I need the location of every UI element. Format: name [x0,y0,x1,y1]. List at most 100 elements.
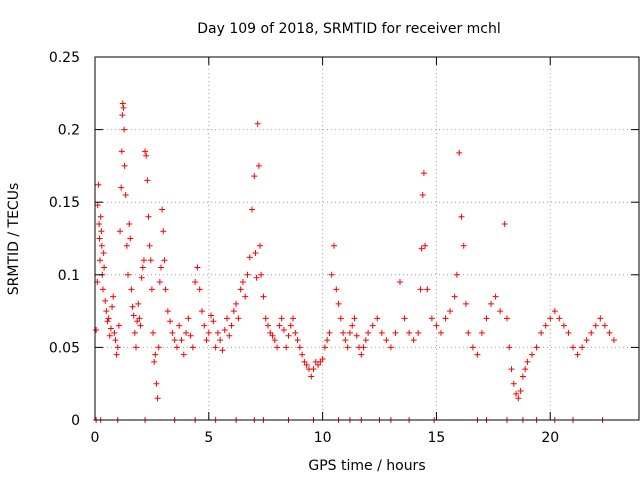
data-point [328,271,335,278]
data-point [237,286,244,293]
data-point [296,344,303,351]
data-point [93,326,100,333]
data-point [437,329,444,336]
data-point [292,329,299,336]
data-point [96,235,103,242]
data-point [187,332,194,339]
data-point [542,322,549,329]
data-point [420,170,427,177]
y-axis-label: SRMTID / TECUs [6,183,22,296]
data-point [424,286,431,293]
data-point [488,300,495,307]
data-point [159,206,166,213]
data-point [335,300,342,307]
data-point [253,274,260,281]
data-point [205,329,212,336]
data-point [118,184,125,191]
data-point [515,395,522,402]
x-axis-label: GPS time / hours [308,458,425,474]
data-point [153,380,160,387]
data-point [362,337,369,344]
data-point [94,202,101,209]
data-point [110,293,117,300]
data-point [224,315,231,322]
data-point [326,329,333,336]
data-point [321,344,328,351]
data-point [151,358,158,365]
x-tick-label: 15 [428,430,446,446]
data-point [246,254,253,261]
data-point [99,286,106,293]
data-point [123,242,130,249]
data-point [460,242,467,249]
data-point [101,264,108,271]
data-point [374,315,381,322]
data-point [173,344,180,351]
chart-title: Day 109 of 2018, SRMTID for receiver mch… [197,21,501,37]
data-point [433,322,440,329]
data-point [219,347,226,354]
data-point [210,318,217,325]
axes: 0 0.05 0.1 0.15 0.2 0.25 0 5 10 15 20 [49,50,639,446]
data-point [102,297,109,304]
data-point [131,329,138,336]
data-point [111,329,118,336]
x-tick-label: 10 [314,430,332,446]
data-point [560,322,567,329]
data-point [260,293,267,300]
data-point [410,337,417,344]
data-point [418,245,425,252]
y-tick-label: 0.25 [49,50,80,66]
data-point [150,329,157,336]
data-point [164,308,171,315]
data-point [610,337,617,344]
data-point [214,329,221,336]
data-point [522,366,529,373]
data-point [606,329,613,336]
data-point [97,213,104,220]
data-point [104,318,111,325]
data-point [127,235,134,242]
data-point [114,344,121,351]
data-point [524,358,531,365]
data-point [574,351,581,358]
data-point [140,257,147,264]
y-tick-label: 0 [71,413,80,429]
data-point [447,308,454,315]
data-point [112,337,119,344]
data-point [130,312,137,319]
data-point [569,344,576,351]
data-point [290,315,297,322]
data-point [117,228,124,235]
data-point [98,228,105,235]
data-point [109,303,116,310]
x-tick-label: 5 [204,430,213,446]
data-point [119,100,126,107]
data-point [503,315,510,322]
data-point [148,286,155,293]
data-point [529,351,536,358]
data-point [442,315,449,322]
data-point [169,329,176,336]
data-point [513,390,520,397]
data-point [185,315,192,322]
data-point [387,344,394,351]
data-point [226,332,233,339]
data-point [428,315,435,322]
data-point [303,361,310,368]
data-point [144,177,151,184]
data-point [365,329,372,336]
data-point [342,337,349,344]
data-point [135,300,142,307]
data-point [280,326,287,333]
data-point [463,300,470,307]
data-point [196,286,203,293]
data-point [501,220,508,227]
data-point [497,308,504,315]
data-point [287,322,294,329]
data-point [146,242,153,249]
data-point [118,148,125,155]
data-point [360,344,367,351]
data-point [121,126,128,133]
data-point [230,308,237,315]
